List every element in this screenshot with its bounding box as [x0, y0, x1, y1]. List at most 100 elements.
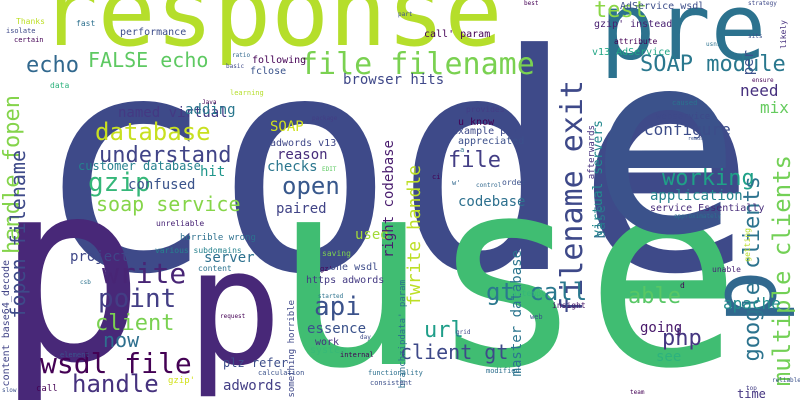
word-going: going — [640, 321, 682, 335]
word-calculation: calculation — [258, 370, 304, 377]
word-team: team — [630, 390, 644, 396]
word-customer-database: customer database — [78, 160, 201, 172]
word-mix: mix — [760, 100, 789, 116]
word-caused: caused — [672, 100, 697, 107]
word-content: content — [198, 265, 232, 273]
word-apache: apache — [723, 296, 781, 312]
word-learning: learning — [230, 90, 264, 97]
word-web: web — [530, 314, 543, 321]
word-adwords: adwords — [223, 379, 282, 393]
word-sits: sits — [748, 34, 762, 40]
word-v13-adservice: v13 AdService — [592, 48, 670, 58]
word-saving: saving — [322, 250, 351, 258]
word-adservice-wsdl: AdService wsdl — [620, 2, 704, 12]
word-base: base — [594, 205, 608, 239]
word-consistent: consistent — [370, 380, 412, 387]
word-part: part — [398, 12, 412, 18]
word-thanks: Thanks — [16, 18, 45, 26]
word-insight: insight — [552, 302, 586, 310]
word-java: Java — [202, 100, 216, 106]
word-isolate: isolate — [6, 28, 36, 35]
word-gz: gz' — [320, 266, 333, 273]
word-w-quote: w' — [452, 180, 460, 187]
word-strategy: strategy — [748, 1, 777, 7]
word-codebase: codebase — [458, 195, 525, 209]
word-attribute: attribute — [614, 38, 657, 46]
word-internal: internal — [340, 352, 374, 359]
word-https-adwords: https adwords — [306, 276, 384, 286]
word-d: d — [680, 282, 685, 290]
word-soap: SOAP — [270, 120, 304, 134]
word-application: application — [650, 189, 743, 203]
word-per: per — [742, 50, 756, 75]
word-essence: essence — [307, 322, 366, 336]
word-fwrite-handle: fwrite handle — [406, 165, 424, 306]
word-appreciated: appreciated — [458, 137, 524, 147]
word-day: day — [360, 335, 371, 341]
word-u-know: u know — [458, 118, 494, 128]
word-call: call — [36, 385, 58, 394]
word-ensure: ensure — [752, 78, 774, 84]
word-horrible-wrong: horrible wrong — [180, 234, 256, 243]
word-following: following — [252, 56, 306, 66]
word-something-horrible: something horrible — [288, 300, 297, 398]
word-attempt: attempt — [512, 290, 546, 298]
word-echo: echo — [26, 55, 79, 77]
word-functionality: functionality — [368, 370, 423, 377]
word-unreliable: unreliable — [156, 220, 204, 228]
word-client-gt: client gt — [400, 342, 508, 362]
word-basic: basic — [226, 64, 244, 70]
word-element: element — [60, 352, 90, 359]
word-project: project — [70, 250, 129, 264]
word-a: a — [460, 147, 464, 154]
word-provides: provides — [466, 106, 505, 114]
word-webservice: webservice — [656, 113, 710, 122]
word-modified: modified — [486, 368, 520, 375]
word-best: best — [524, 1, 538, 7]
word-various-subdomains: various subdomains — [155, 247, 242, 255]
word-fclose: fclose — [250, 67, 286, 77]
word-paired: paired — [276, 202, 327, 216]
word-control: control — [476, 183, 501, 189]
word-usns: usns — [706, 42, 720, 48]
word-csb: csb — [80, 280, 91, 286]
word-confused: confused — [128, 178, 195, 192]
word-unable: unable — [712, 266, 741, 274]
word-point: point — [98, 286, 176, 312]
word-database: database — [95, 120, 211, 144]
word-multiple-clients: multiple clients — [770, 155, 794, 386]
word-package: package — [312, 116, 337, 122]
word-false-echo: FALSE echo — [88, 50, 208, 70]
word-data: data — [50, 82, 69, 90]
word-started: started — [318, 294, 343, 300]
word-need: need — [740, 83, 779, 99]
word-reads: reads — [688, 137, 703, 142]
word-getting: getting — [744, 228, 752, 262]
word-browser-hits: browser hits — [343, 73, 444, 87]
word-slow: slow — [2, 388, 16, 394]
word-edit: EDIT — [322, 167, 336, 173]
word-content-base64: content base64_decode — [2, 260, 12, 386]
word-call-param: call' param — [424, 30, 490, 40]
word-able: able — [628, 286, 681, 308]
word-gzip-q: gzip' — [168, 377, 195, 386]
word-afterwards: afterwards — [588, 125, 597, 179]
word-file: file — [448, 150, 501, 172]
word-handle: handle — [72, 372, 159, 396]
word-open: open — [282, 174, 340, 198]
word-order: order — [502, 179, 526, 187]
word-ci: ci — [432, 174, 440, 181]
word-checks: checks — [267, 160, 318, 174]
word-soap-service: soap service — [96, 194, 241, 214]
word-see: see — [656, 350, 681, 364]
word-performance: performance — [120, 28, 186, 38]
word-master-database: master database — [510, 250, 524, 376]
word-reliable: reliable — [772, 378, 800, 384]
word-grid: grid — [456, 330, 470, 336]
word-request: request — [220, 314, 245, 320]
word-top: top — [746, 386, 757, 392]
word-one-wsdl: one wsdl — [330, 263, 378, 273]
word-fast: fast — [76, 20, 95, 28]
word-ratio: ratio — [232, 53, 250, 59]
